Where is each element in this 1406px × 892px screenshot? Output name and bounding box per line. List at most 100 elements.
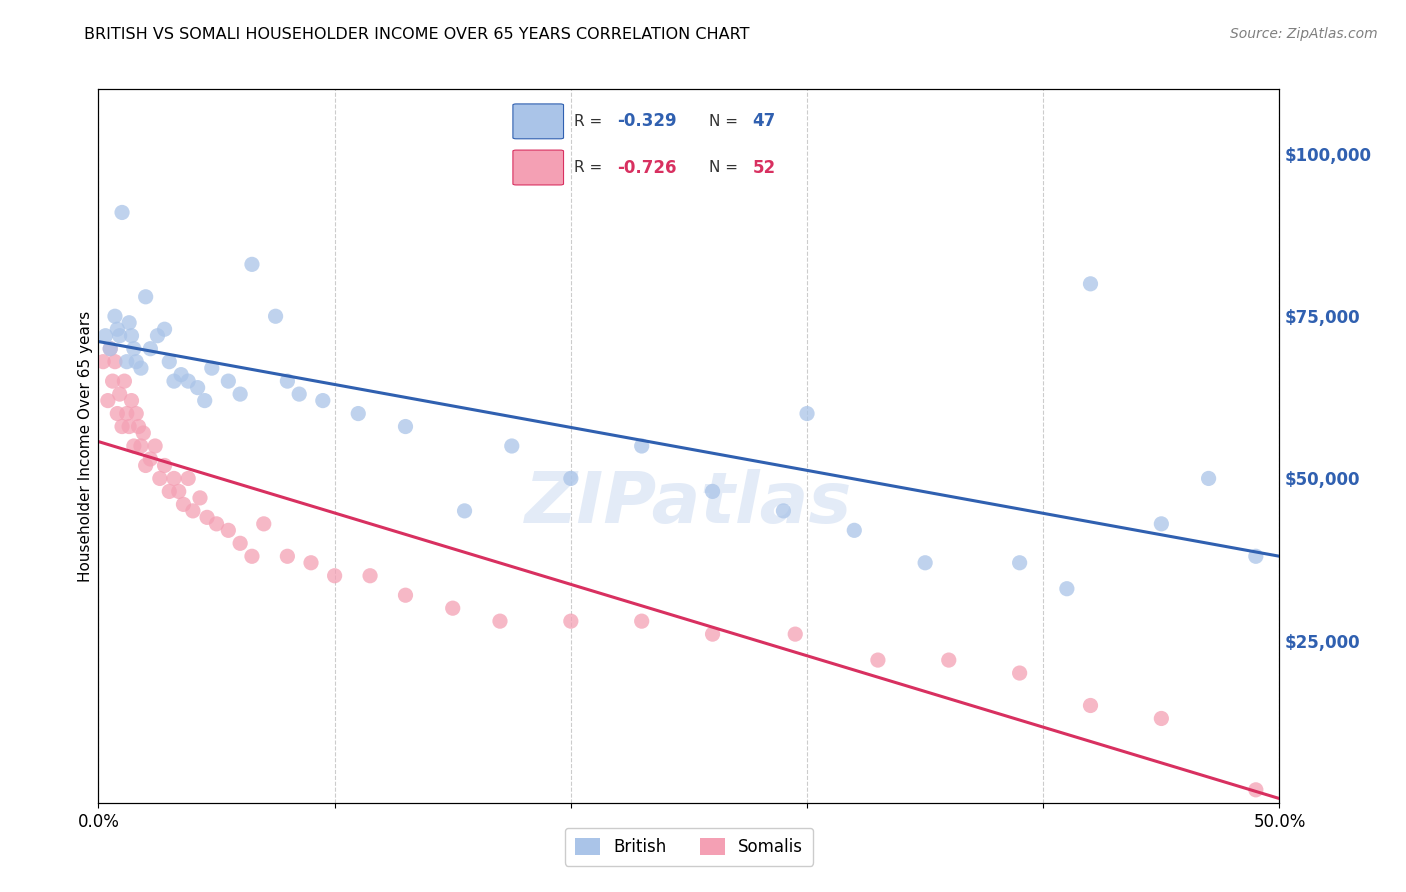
Point	[276, 549, 298, 564]
Point	[135, 458, 157, 473]
Point	[139, 342, 162, 356]
Point	[217, 374, 239, 388]
Point	[489, 614, 512, 628]
Point	[121, 393, 143, 408]
Point	[253, 516, 276, 531]
Point	[108, 328, 131, 343]
Point	[111, 205, 134, 219]
Point	[163, 471, 186, 485]
Point	[240, 257, 263, 271]
Legend: British, Somalis: British, Somalis	[565, 828, 813, 866]
Point	[359, 568, 381, 582]
Point	[188, 491, 211, 505]
Point	[205, 516, 228, 531]
FancyBboxPatch shape	[513, 104, 564, 139]
Point	[702, 484, 724, 499]
Point	[1150, 516, 1173, 531]
Point	[105, 322, 128, 336]
Point	[276, 374, 298, 388]
Point	[299, 556, 322, 570]
Point	[195, 510, 218, 524]
Text: Source: ZipAtlas.com: Source: ZipAtlas.com	[1230, 27, 1378, 41]
Point	[146, 328, 169, 343]
Point	[866, 653, 889, 667]
Text: R =: R =	[574, 114, 607, 128]
Point	[94, 328, 117, 343]
Point	[128, 419, 150, 434]
Y-axis label: Householder Income Over 65 years: Householder Income Over 65 years	[77, 310, 93, 582]
Point	[1244, 549, 1267, 564]
Point	[157, 484, 180, 499]
Text: 52: 52	[752, 159, 776, 177]
Point	[135, 290, 157, 304]
Point	[91, 354, 114, 368]
Point	[394, 588, 416, 602]
Point	[122, 439, 145, 453]
Point	[118, 419, 141, 434]
Text: ZIPatlas: ZIPatlas	[526, 468, 852, 538]
Point	[170, 368, 193, 382]
Point	[312, 393, 335, 408]
Point	[630, 439, 652, 453]
Point	[105, 407, 128, 421]
Text: 47: 47	[752, 112, 776, 130]
Point	[844, 524, 866, 538]
Point	[914, 556, 936, 570]
Point	[167, 484, 190, 499]
Point	[1080, 277, 1102, 291]
Point	[201, 361, 224, 376]
Point	[1056, 582, 1078, 596]
Point	[1080, 698, 1102, 713]
Point	[1198, 471, 1220, 485]
Point	[177, 374, 200, 388]
Point	[1008, 556, 1031, 570]
Point	[153, 458, 176, 473]
Point	[441, 601, 464, 615]
Point	[143, 439, 166, 453]
Point	[104, 354, 127, 368]
Point	[347, 407, 370, 421]
Text: N =: N =	[709, 160, 742, 175]
Point	[97, 393, 120, 408]
Point	[108, 387, 131, 401]
Point	[101, 374, 124, 388]
Point	[112, 374, 135, 388]
Text: R =: R =	[574, 160, 607, 175]
Point	[104, 310, 127, 324]
Point	[157, 354, 180, 368]
Text: N =: N =	[709, 114, 742, 128]
Point	[288, 387, 311, 401]
Point	[560, 614, 582, 628]
Point	[118, 316, 141, 330]
Point	[702, 627, 724, 641]
Point	[98, 342, 121, 356]
Point	[217, 524, 239, 538]
Point	[115, 407, 138, 421]
Point	[323, 568, 346, 582]
Point	[772, 504, 794, 518]
Point	[229, 536, 252, 550]
Point	[121, 328, 143, 343]
Point	[149, 471, 172, 485]
Point	[122, 342, 145, 356]
Point	[153, 322, 176, 336]
Point	[181, 504, 204, 518]
Point	[163, 374, 186, 388]
Point	[129, 361, 152, 376]
Point	[125, 354, 148, 368]
Point	[560, 471, 582, 485]
Point	[264, 310, 287, 324]
Point	[240, 549, 263, 564]
Point	[132, 425, 155, 440]
Point	[115, 354, 138, 368]
Point	[785, 627, 807, 641]
FancyBboxPatch shape	[513, 150, 564, 185]
Point	[177, 471, 200, 485]
Point	[194, 393, 217, 408]
Point	[453, 504, 475, 518]
Point	[630, 614, 652, 628]
Point	[1150, 711, 1173, 725]
Point	[501, 439, 523, 453]
Point	[796, 407, 818, 421]
Point	[187, 381, 209, 395]
